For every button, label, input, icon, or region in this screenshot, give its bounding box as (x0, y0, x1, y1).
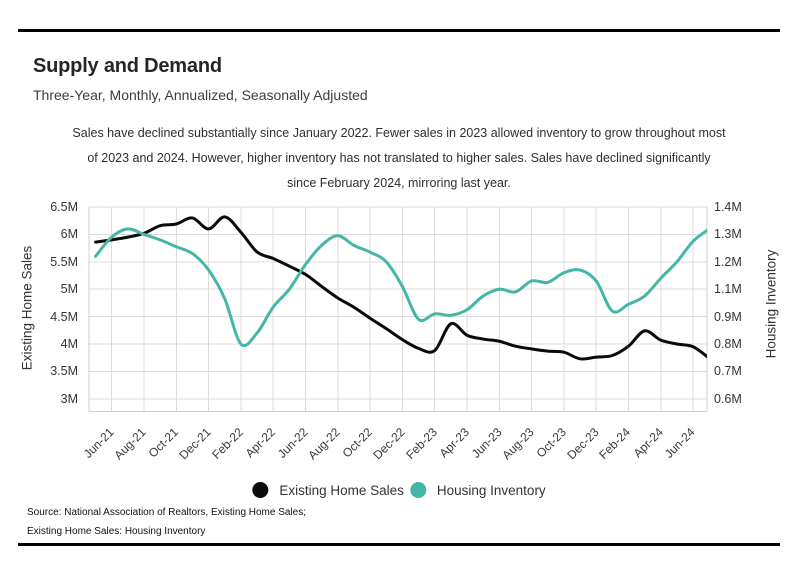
annotation-line-1: Sales have declined substantially since … (72, 126, 726, 140)
chart-plot-area (88, 206, 708, 412)
left-tick-label: 4M (60, 337, 78, 351)
x-tick-label: Apr-24 (630, 425, 666, 461)
x-tick-label: Jun-23 (468, 425, 505, 461)
legend-label-inventory: Housing Inventory (436, 482, 546, 498)
annotation-line-3: since February 2024, mirroring last year… (287, 176, 511, 190)
sales-legend-dot-icon (252, 482, 269, 498)
x-tick-label: Aug-22 (305, 425, 343, 463)
left-tick-label: 5.5M (50, 254, 78, 269)
x-tick-label: Apr-23 (436, 425, 472, 461)
left-tick-label: 6.5M (50, 200, 78, 214)
source-line-2: Existing Home Sales: Housing Inventory (27, 526, 206, 537)
x-tick-label: Feb-23 (402, 425, 440, 462)
x-tick-label: Aug-23 (499, 425, 537, 463)
right-tick-label: 1.3M (714, 227, 742, 242)
bottom-divider (18, 543, 780, 546)
x-tick-label: Feb-24 (596, 425, 634, 462)
legend-item-inventory: Housing Inventory (409, 482, 546, 498)
right-tick-label: 0.9M (714, 309, 742, 324)
x-tick-label: Dec-21 (176, 425, 214, 463)
right-tick-label: 0.8M (714, 337, 742, 351)
x-tick-label: Dec-22 (370, 425, 408, 463)
page-subtitle: Three-Year, Monthly, Annualized, Seasona… (33, 87, 368, 103)
x-tick-label: Oct-22 (339, 425, 376, 461)
x-tick-label: Dec-23 (563, 425, 602, 463)
source-line-1: Source: National Association of Realtors… (27, 507, 307, 518)
inventory-legend-dot-icon (409, 482, 426, 498)
x-tick-label: Jun-22 (274, 425, 311, 461)
left-tick-label: 5M (60, 282, 78, 297)
series-right (94, 227, 707, 348)
left-axis-title: Existing Home Sales (19, 245, 35, 371)
series-left (94, 215, 707, 361)
left-tick-label: 3M (60, 391, 78, 406)
x-tick-label: Jun-24 (662, 425, 699, 461)
right-tick-label: 1.4M (714, 200, 742, 214)
right-tick-label: 1.2M (714, 254, 742, 269)
page-title: Supply and Demand (33, 55, 222, 77)
right-axis-title: Housing Inventory (763, 249, 779, 359)
left-tick-label: 4.5M (50, 309, 78, 324)
top-divider (18, 29, 780, 32)
right-tick-label: 0.6M (714, 391, 742, 406)
left-tick-label: 6M (60, 227, 78, 242)
right-tick-label: 1.1M (714, 282, 742, 297)
x-tick-label: Oct-23 (533, 425, 569, 461)
x-tick-label: Feb-22 (209, 425, 246, 462)
right-tick-label: 0.7M (714, 364, 742, 379)
x-tick-label: Aug-21 (111, 425, 149, 463)
left-tick-label: 3.5M (50, 364, 78, 379)
legend-label-sales: Existing Home Sales (279, 482, 404, 498)
legend-item-sales: Existing Home Sales (252, 482, 404, 498)
x-tick-label: Oct-21 (145, 425, 182, 461)
chart-legend: Existing Home Sales Housing Inventory (252, 482, 546, 498)
x-tick-label: Jun-21 (80, 425, 117, 461)
annotation-line-2: of 2023 and 2024. However, higher invent… (87, 151, 711, 165)
x-tick-label: Apr-22 (242, 425, 279, 461)
